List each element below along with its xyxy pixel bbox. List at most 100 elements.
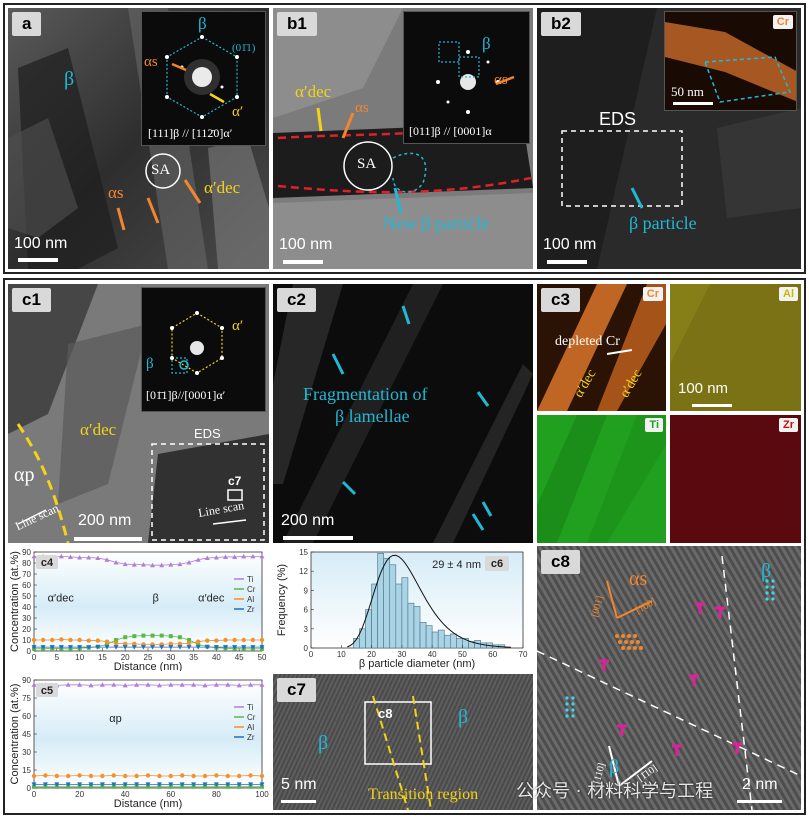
histogram-bar [450, 633, 457, 649]
data-point-zr [259, 645, 265, 650]
diffraction-pattern [165, 35, 239, 119]
c4-line-chart: 0 5 10 15 20 25 30 35 40 45 500102030405060708090D… [9, 548, 267, 673]
data-point-zr [223, 645, 229, 650]
data-point-al [168, 641, 173, 647]
data-point-al [157, 773, 162, 779]
data-point-cr [123, 635, 128, 640]
y-axis-label: Frequency (%) [276, 564, 288, 636]
data-point-al [68, 637, 73, 643]
legend-label-ti: Ti [247, 575, 254, 584]
y-tick-label: 60 [22, 581, 31, 590]
x-tick-label: 50 [458, 650, 467, 659]
x-tick-label: 15 [98, 653, 107, 662]
data-point-ti [77, 555, 83, 560]
depleted-cr-label: depleted Cr [555, 334, 620, 349]
data-point-zr [49, 645, 55, 650]
panel-b1: b1 β αs [011]β // [0001]α α′dec αs SA Ne… [273, 8, 533, 269]
data-point-zr [77, 782, 83, 787]
data-point-zr [250, 645, 256, 650]
data-point-zr [191, 782, 197, 787]
data-point-zr [131, 645, 137, 650]
scalebar-label: 200 nm [78, 512, 132, 529]
legend-label-ti: Ti [247, 703, 254, 712]
scalebar [283, 536, 353, 540]
ti-map-tag: Ti [645, 418, 663, 432]
x-tick-label: 40 [121, 790, 130, 799]
panel-c8-image [537, 546, 801, 810]
data-point-al [100, 773, 105, 779]
x-tick-label: 80 [212, 790, 221, 799]
data-point-al [259, 637, 265, 643]
data-point-zr [40, 645, 46, 650]
data-point-al [180, 773, 185, 778]
panel-c2-image [273, 284, 533, 543]
data-point-ti [223, 554, 229, 559]
data-point-zr [42, 782, 48, 787]
data-point-ti [150, 562, 156, 568]
panel-c7-image [273, 674, 533, 810]
x-tick-label: 25 [144, 653, 153, 662]
alpha-p-label: αp [14, 464, 35, 486]
data-point-ti [225, 682, 231, 687]
data-point-ti [177, 561, 183, 567]
data-point-ti [179, 682, 185, 687]
panel-c1: c1 α′ β [01̄1]β//[0001]α′ α′dec EDS c7 α… [8, 284, 269, 543]
data-point-zr [145, 782, 151, 787]
x-tick-label: 40 [428, 650, 437, 659]
legend-label-zr: Zr [247, 605, 255, 614]
histogram-bar [371, 583, 378, 649]
data-point-cr [114, 638, 119, 642]
data-point-ti [204, 555, 210, 561]
scalebar [18, 258, 58, 262]
data-point-zr [122, 782, 128, 787]
data-point-al [134, 773, 139, 779]
x-tick-label: 20 [367, 650, 376, 659]
data-point-ti [88, 682, 94, 688]
panel-tag: c6 [491, 558, 503, 570]
alpha-dec-label: α′dec [80, 420, 117, 439]
inset-alpha-prime-label: α′ [232, 318, 244, 334]
data-point-ti [65, 682, 71, 687]
data-point-cr [132, 634, 137, 639]
data-point-al [104, 639, 110, 644]
x-tick-label: 0 [309, 650, 314, 659]
legend-label-cr: Cr [247, 585, 256, 594]
data-point-ti [259, 553, 265, 559]
eds-region-box [561, 130, 683, 207]
x-tick-label: 60 [166, 790, 175, 799]
inset-plane-label: (01̄1) [232, 42, 256, 54]
data-point-ti [168, 562, 174, 567]
data-point-zr [241, 645, 247, 650]
y-tick-label: 3 [304, 625, 309, 634]
cr-map-tag: Cr [772, 15, 793, 29]
histogram-bar [383, 558, 391, 649]
data-point-zr [168, 782, 174, 787]
panel-tag: c5 [41, 685, 53, 697]
data-point-al [77, 773, 82, 778]
sa-aperture-circle [145, 153, 181, 189]
alpha-s-label: αs [108, 183, 124, 202]
alpha-s-label: αs [355, 100, 369, 116]
x-axis-label: Distance (nm) [114, 798, 182, 810]
data-point-al [132, 641, 137, 647]
alpha-dec-label: α′dec [204, 178, 241, 197]
y-tick-label: 20 [22, 625, 31, 634]
data-point-zr [31, 645, 37, 650]
data-point-ti [248, 682, 254, 687]
scalebar-label: 100 nm [279, 236, 333, 253]
panel-c4-chart: 0 5 10 15 20 25 30 35 40 45 50 0 10 20 30 40 50 60 70 80 90 D… [8, 546, 269, 673]
data-point-zr [204, 645, 210, 650]
y-tick-label: 80 [22, 559, 31, 568]
x-tick-label: 10 [337, 650, 346, 659]
data-point-al [241, 637, 246, 643]
data-point-zr [150, 645, 156, 650]
data-point-ti [31, 553, 37, 559]
data-point-zr [58, 645, 64, 650]
annotation-alpha-dec-left: α′dec [48, 593, 75, 605]
x-tick-label: 0 [32, 653, 37, 662]
panel-a-diffraction-inset: β (01̄1) αs α′ [111]β // [112̄0]α′ [141, 11, 266, 146]
diffraction-pattern [436, 41, 515, 114]
data-point-cr [141, 633, 146, 638]
data-point-zr [140, 645, 146, 650]
data-point-ti [202, 682, 208, 688]
